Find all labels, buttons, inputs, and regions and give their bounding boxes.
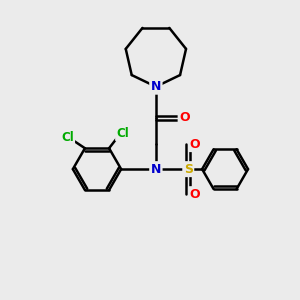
Text: O: O [189,188,200,201]
Text: N: N [151,80,161,93]
Text: N: N [151,163,161,176]
Text: O: O [179,111,190,124]
Text: Cl: Cl [61,131,74,144]
Text: Cl: Cl [116,127,129,140]
Text: S: S [184,163,193,176]
Text: O: O [189,138,200,151]
